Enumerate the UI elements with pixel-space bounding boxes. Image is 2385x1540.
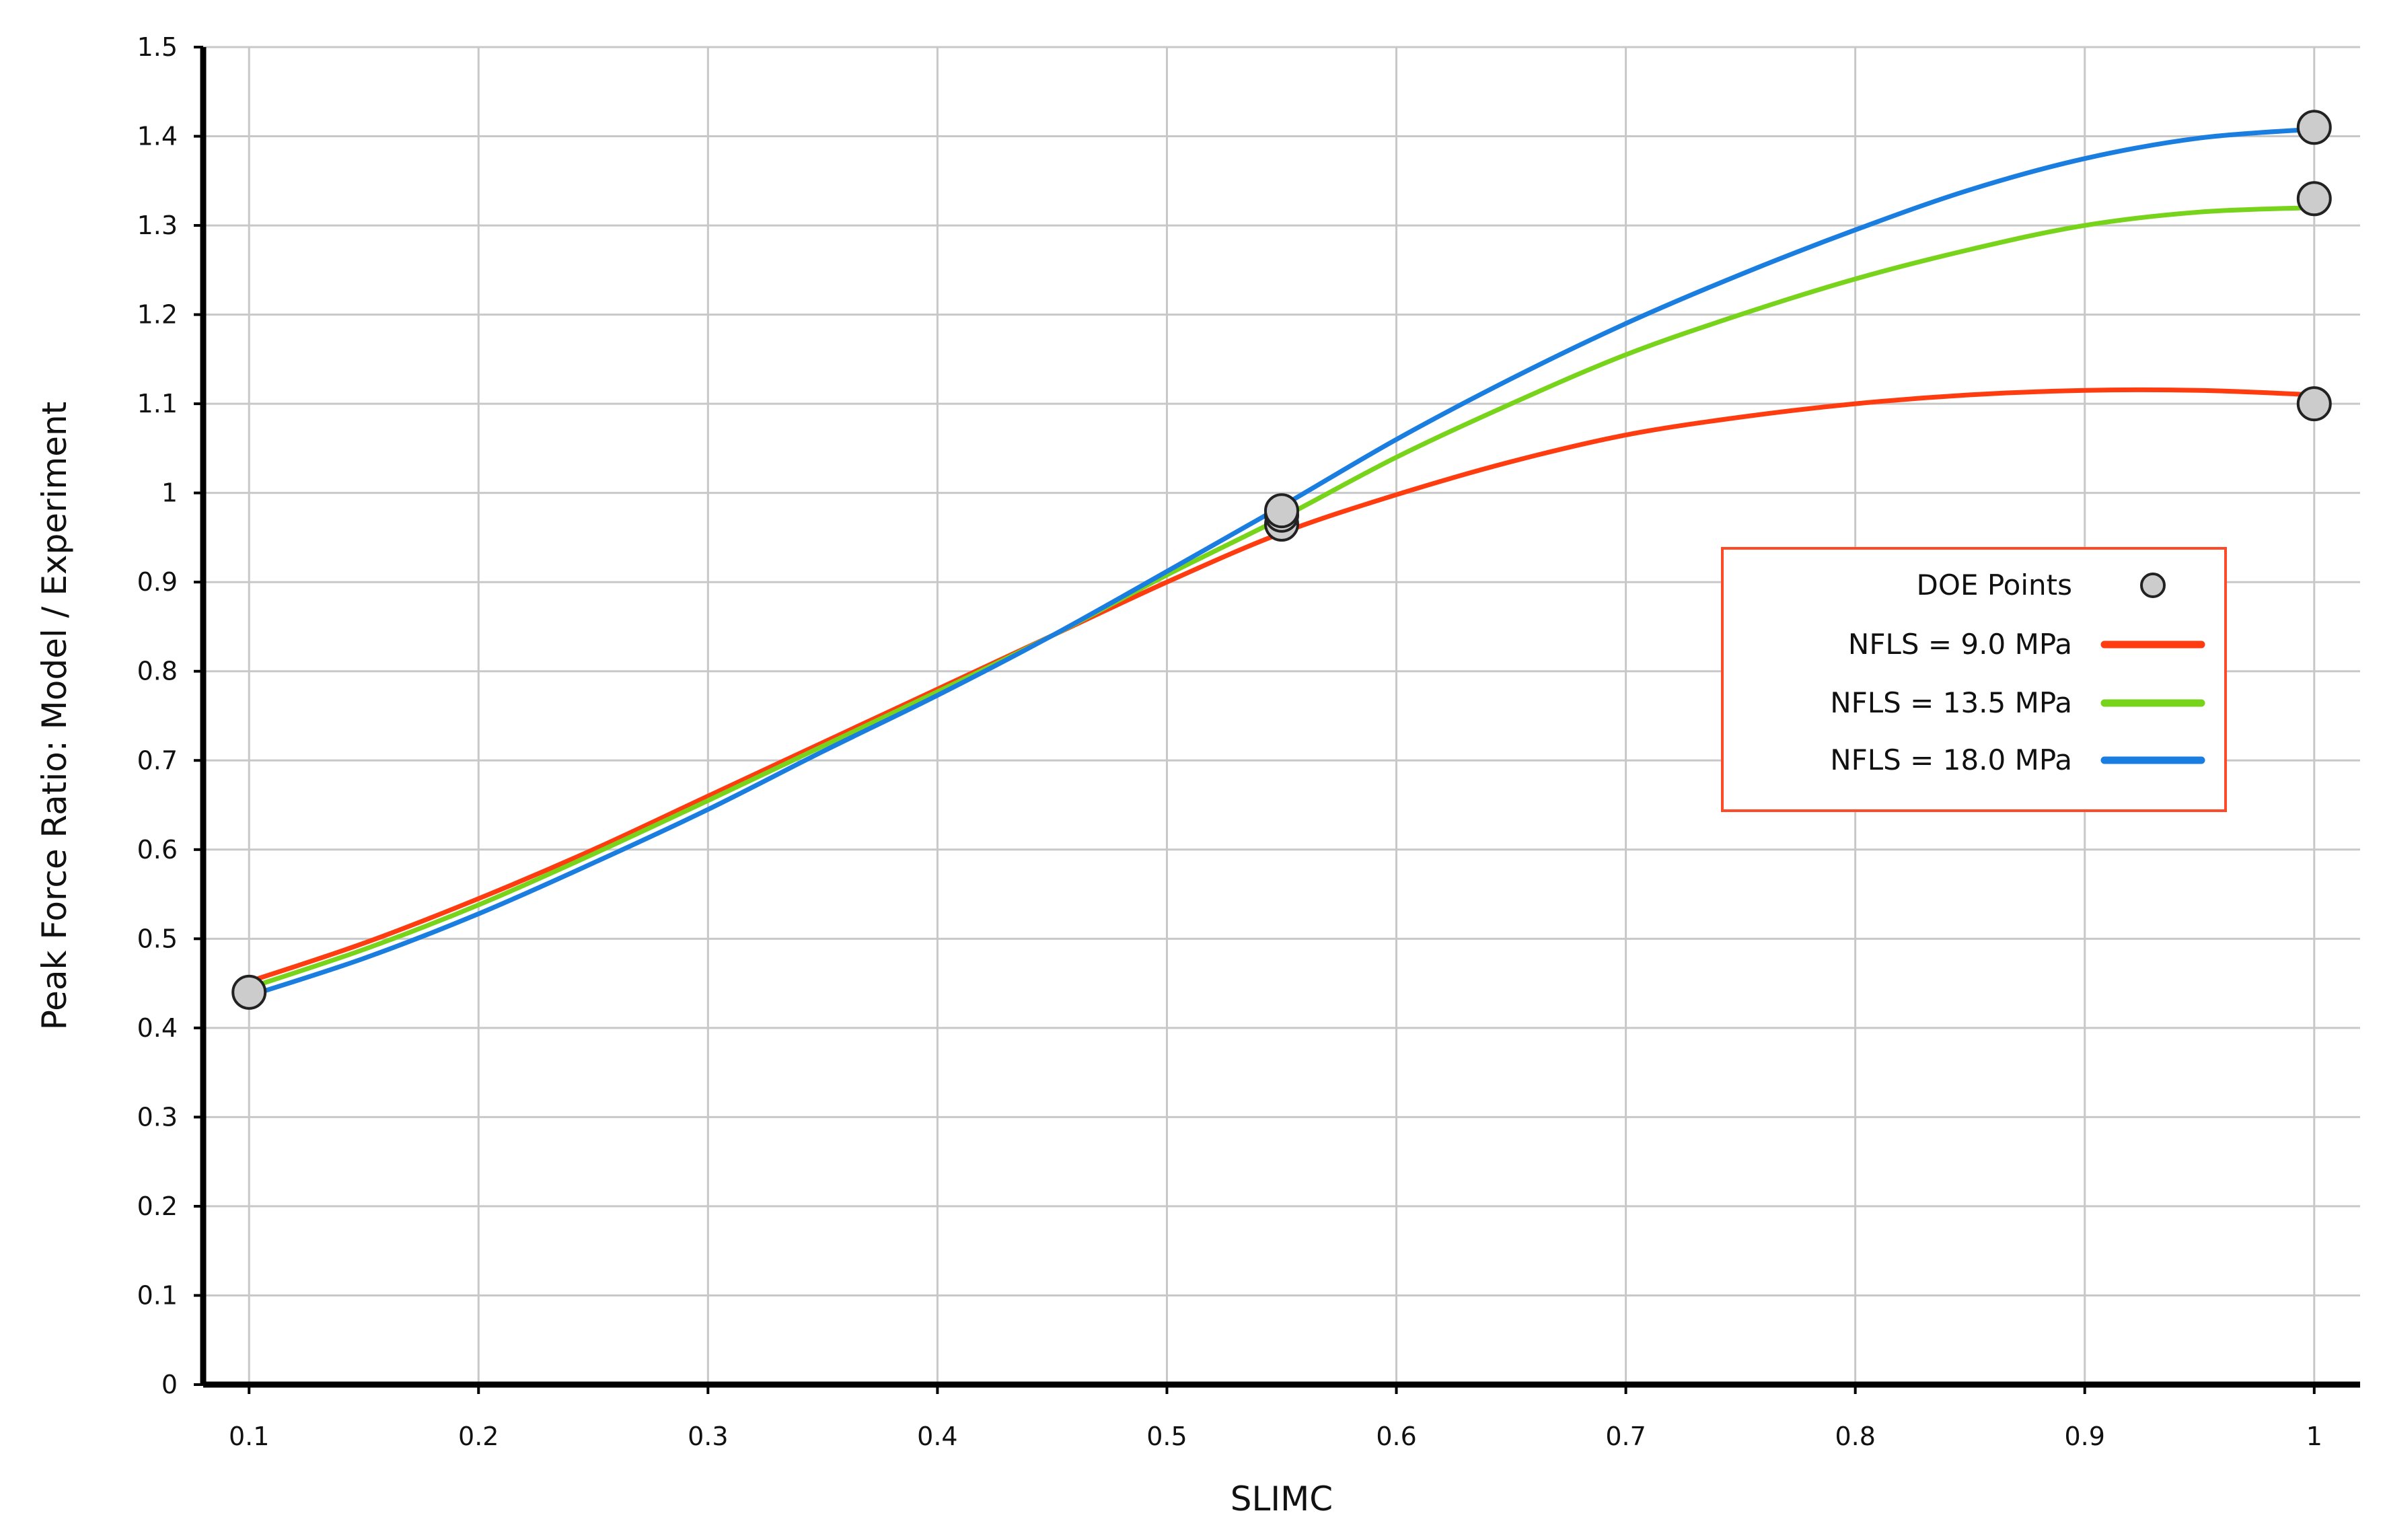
x-tick-label: 0.9 <box>2065 1422 2105 1451</box>
x-tick-labels: 0.1 0.2 0.3 0.4 0.5 0.6 0.7 0.8 0.9 1 <box>229 1422 2322 1451</box>
legend-box <box>1721 547 2227 812</box>
y-tick-label: 1 <box>161 478 178 508</box>
y-tick-label: 0.3 <box>137 1102 178 1132</box>
legend-marker-doe-points <box>2140 573 2166 598</box>
axes <box>194 46 2360 1394</box>
x-axis-label: SLIMC <box>1231 1479 1333 1518</box>
grid <box>203 46 2360 1385</box>
y-tick-labels: 0 0.1 0.2 0.3 0.4 0.5 0.6 0.7 0.8 0.9 1 1.1 1.2 1.3 1.… <box>137 32 178 1399</box>
y-tick-label: 1.1 <box>137 389 178 418</box>
doe-point <box>231 974 267 1010</box>
x-tick-label: 0.7 <box>1605 1422 1646 1451</box>
y-tick-label: 0.9 <box>137 567 178 597</box>
legend-label-doe-points: DOE Points <box>1917 569 2072 601</box>
y-tick-label: 0.6 <box>137 835 178 865</box>
x-tick-label: 0.8 <box>1835 1422 1875 1451</box>
y-tick-label: 1.3 <box>137 211 178 240</box>
x-tick-label: 0.6 <box>1376 1422 1416 1451</box>
y-axis-label: Peak Force Ratio: Model / Experiment <box>35 402 74 1031</box>
y-tick-label: 1.2 <box>137 300 178 330</box>
y-tick-label: 1.5 <box>137 32 178 62</box>
y-tick-label: 0.1 <box>137 1280 178 1310</box>
doe-point <box>2296 181 2332 217</box>
y-tick-label: 0 <box>161 1370 178 1399</box>
y-tick-label: 0.8 <box>137 657 178 686</box>
y-tick-label: 0.4 <box>137 1013 178 1043</box>
x-tick-label: 0.3 <box>688 1422 728 1451</box>
y-tick-label: 0.2 <box>137 1191 178 1221</box>
legend-label-series-2: NFLS = 13.5 MPa <box>1830 686 2072 719</box>
y-tick-label: 1.4 <box>137 122 178 151</box>
x-tick-label: 0.2 <box>458 1422 499 1451</box>
x-tick-label: 0.4 <box>917 1422 957 1451</box>
y-tick-label: 0.7 <box>137 745 178 775</box>
legend-label-series-3: NFLS = 18.0 MPa <box>1830 743 2072 776</box>
doe-point <box>2296 110 2332 145</box>
doe-points <box>231 110 2332 1010</box>
doe-point <box>2296 386 2332 422</box>
legend-label-series-1: NFLS = 9.0 MPa <box>1848 628 2072 661</box>
doe-point <box>1264 493 1299 529</box>
legend: DOE Points NFLS = 9.0 MPa NFLS = 13.5 MP… <box>1721 547 2227 812</box>
x-tick-label: 0.1 <box>229 1422 269 1451</box>
x-tick-label: 1 <box>2306 1422 2322 1451</box>
y-tick-label: 0.5 <box>137 924 178 953</box>
x-tick-label: 0.5 <box>1146 1422 1187 1451</box>
